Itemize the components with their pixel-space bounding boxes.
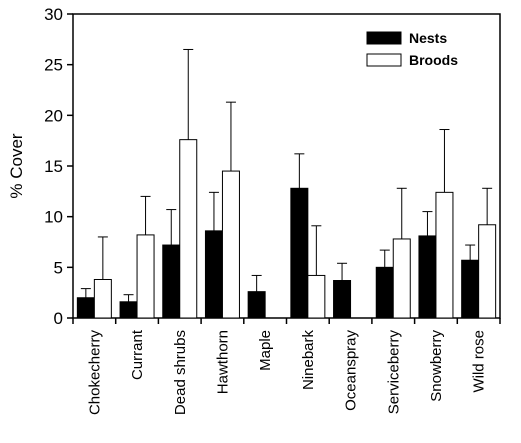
legend-label: Broods [409,52,458,68]
nests-bar [76,297,95,319]
legend-label: Nests [409,30,447,46]
y-tick-label: 30 [44,5,63,24]
x-category-label: Chokecherry [86,330,103,416]
nests-bar [461,259,480,319]
nests-bar [375,266,394,319]
legend-swatch [366,31,402,45]
nests-bar [162,244,181,319]
broods-bar [93,278,112,319]
broods-bar [179,139,198,319]
x-category-label: Oceanspray [343,330,360,411]
broods-bar [307,274,326,319]
broods-bar [136,234,155,319]
nests-bar [247,291,266,319]
y-tick-label: 25 [44,56,63,75]
y-axis-label: % Cover [7,133,26,199]
x-category-label: Maple [257,330,274,371]
y-tick-label: 5 [54,258,63,277]
broods-bar [221,170,240,319]
broods-bar [392,238,411,319]
broods-bar [435,191,454,319]
nests-bar [418,235,437,319]
legend-swatch [366,53,402,67]
nests-bar [333,280,352,319]
x-category-label: Hawthorn [214,330,231,394]
x-category-label: Wild rose [471,330,488,393]
y-tick-label: 20 [44,106,63,125]
x-category-label: Ninebark [300,330,317,391]
nests-bar [290,187,309,319]
plot-area: 0 5 10 15 20 25 30 Chokecherry Currant Dead shrub… [44,5,501,416]
x-category-label: Snowberry [428,330,445,402]
x-category-label: Dead shrubs [172,330,189,415]
y-tick-label: 10 [44,208,63,227]
nests-bar [204,230,223,319]
y-tick-label: 15 [44,157,63,176]
x-category-label: Serviceberry [385,330,402,415]
x-category-label: Currant [129,329,146,380]
y-tick-label: 0 [54,309,63,328]
broods-bar [478,224,497,319]
nests-bar [119,301,138,319]
